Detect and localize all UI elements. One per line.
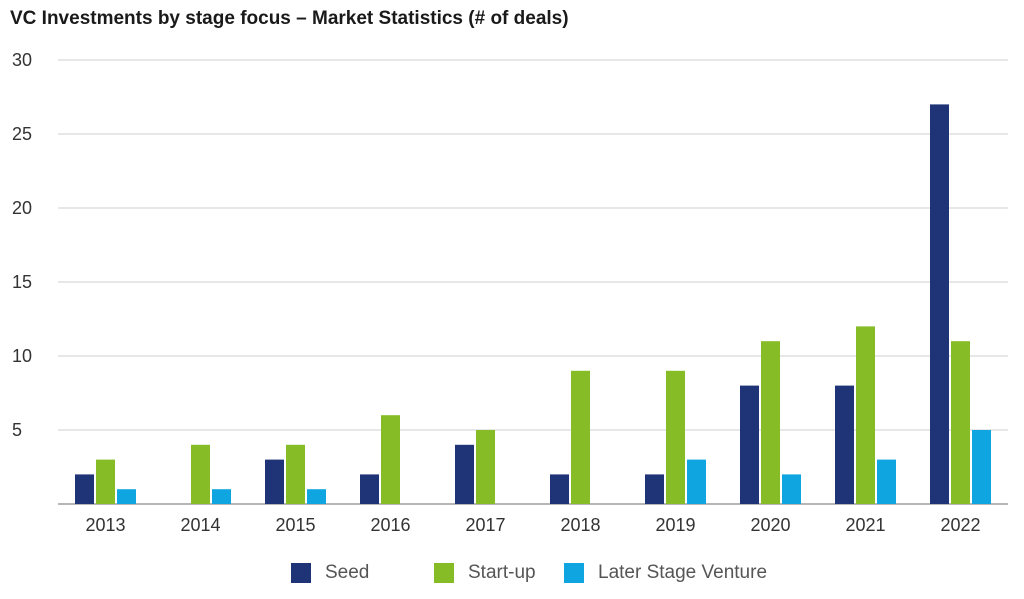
x-tick-label-2022: 2022 — [940, 515, 980, 535]
x-tick-label-2013: 2013 — [85, 515, 125, 535]
bar-later-stage-venture-2013 — [117, 489, 136, 504]
y-tick-label-10: 10 — [12, 346, 32, 366]
y-tick-label-20: 20 — [12, 198, 32, 218]
x-tick-label-2017: 2017 — [465, 515, 505, 535]
y-tick-label-15: 15 — [12, 272, 32, 292]
legend-item-start-up: Start-up — [434, 562, 536, 584]
bar-seed-2021 — [835, 385, 854, 504]
bar-later-stage-venture-2015 — [307, 489, 326, 504]
bar-later-stage-venture-2014 — [212, 489, 231, 504]
legend-item-seed: Seed — [291, 562, 369, 584]
bar-start-up-2013 — [96, 459, 115, 504]
chart-legend: Seed Start-up Later Stage Venture — [0, 562, 1024, 588]
bar-seed-2020 — [740, 385, 759, 504]
legend-swatch-start-up — [434, 563, 454, 583]
bar-later-stage-venture-2019 — [687, 459, 706, 504]
bar-start-up-2021 — [856, 326, 875, 504]
x-tick-label-2015: 2015 — [275, 515, 315, 535]
bar-later-stage-venture-2022 — [972, 430, 991, 504]
bar-start-up-2019 — [666, 370, 685, 504]
y-tick-label-25: 25 — [12, 124, 32, 144]
legend-swatch-seed — [291, 563, 311, 583]
bar-start-up-2016 — [381, 415, 400, 504]
bar-seed-2018 — [550, 474, 569, 504]
bar-seed-2015 — [265, 459, 284, 504]
bar-start-up-2014 — [191, 444, 210, 504]
bar-seed-2017 — [455, 444, 474, 504]
y-tick-label-30: 30 — [12, 50, 32, 70]
bar-later-stage-venture-2020 — [782, 474, 801, 504]
chart-title: VC Investments by stage focus – Market S… — [10, 8, 569, 29]
x-tick-label-2014: 2014 — [180, 515, 220, 535]
bar-start-up-2020 — [761, 341, 780, 504]
bar-later-stage-venture-2021 — [877, 459, 896, 504]
x-tick-label-2016: 2016 — [370, 515, 410, 535]
bar-start-up-2018 — [571, 370, 590, 504]
legend-label-seed: Seed — [325, 562, 370, 583]
legend-item-later-stage-venture: Later Stage Venture — [564, 562, 767, 584]
bar-start-up-2015 — [286, 444, 305, 504]
bar-seed-2022 — [930, 104, 949, 505]
bar-seed-2019 — [645, 474, 664, 504]
bar-seed-2016 — [360, 474, 379, 504]
bar-seed-2013 — [75, 474, 94, 504]
y-tick-label-5: 5 — [12, 420, 22, 440]
bar-start-up-2017 — [476, 430, 495, 504]
x-tick-label-2020: 2020 — [750, 515, 790, 535]
x-tick-label-2021: 2021 — [845, 515, 885, 535]
legend-label-start-up: Start-up — [468, 562, 536, 583]
x-tick-label-2019: 2019 — [655, 515, 695, 535]
legend-label-later-stage-venture: Later Stage Venture — [598, 562, 768, 583]
legend-swatch-later-stage-venture — [564, 563, 584, 583]
bar-start-up-2022 — [951, 341, 970, 504]
x-tick-label-2018: 2018 — [560, 515, 600, 535]
